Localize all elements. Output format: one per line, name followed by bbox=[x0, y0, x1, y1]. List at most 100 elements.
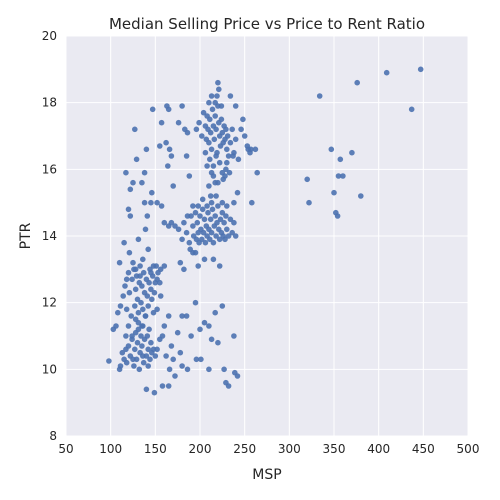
data-point bbox=[338, 157, 344, 163]
data-point bbox=[229, 127, 235, 133]
data-point bbox=[304, 177, 310, 183]
x-tick-label: 500 bbox=[457, 442, 480, 456]
data-point bbox=[233, 137, 239, 143]
data-point bbox=[213, 193, 219, 199]
data-point bbox=[163, 353, 169, 359]
data-point bbox=[214, 93, 220, 99]
x-tick-label: 200 bbox=[189, 442, 212, 456]
data-point bbox=[211, 257, 217, 263]
data-point bbox=[306, 200, 312, 206]
data-point bbox=[190, 203, 196, 209]
data-point bbox=[141, 360, 147, 366]
data-point bbox=[115, 310, 121, 316]
data-point bbox=[206, 140, 212, 146]
y-tick-label: 18 bbox=[42, 96, 57, 110]
data-point bbox=[162, 263, 168, 269]
data-point bbox=[143, 227, 149, 233]
x-tick-label: 300 bbox=[278, 442, 301, 456]
data-point bbox=[224, 160, 230, 166]
data-point bbox=[236, 157, 242, 163]
data-point bbox=[178, 260, 184, 266]
data-point bbox=[221, 220, 227, 226]
data-point bbox=[181, 267, 187, 273]
y-tick-label: 14 bbox=[42, 229, 57, 243]
data-point bbox=[231, 200, 237, 206]
data-point bbox=[136, 310, 142, 316]
data-point bbox=[131, 363, 137, 369]
x-axis-label: MSP bbox=[252, 467, 281, 483]
data-point bbox=[206, 367, 212, 373]
x-tick-labels: 50 100 150 200 250 300 350 400 450 500 bbox=[58, 442, 479, 456]
data-point bbox=[164, 103, 170, 109]
data-point bbox=[144, 147, 150, 153]
data-point bbox=[166, 313, 172, 319]
data-point bbox=[233, 103, 239, 109]
data-point bbox=[193, 300, 199, 306]
data-point bbox=[215, 80, 221, 86]
data-point bbox=[176, 120, 182, 126]
data-point bbox=[200, 197, 206, 203]
data-point bbox=[132, 127, 138, 133]
data-point bbox=[197, 327, 203, 333]
data-point bbox=[198, 357, 204, 363]
data-point bbox=[206, 183, 212, 189]
data-point bbox=[207, 117, 213, 123]
data-point bbox=[166, 383, 172, 389]
data-point bbox=[384, 70, 390, 76]
data-point bbox=[202, 217, 208, 223]
data-point bbox=[169, 153, 175, 159]
y-tick-labels: 8 10 12 14 16 18 20 bbox=[42, 29, 57, 443]
data-point bbox=[211, 240, 217, 246]
data-point bbox=[147, 357, 153, 363]
data-point bbox=[196, 120, 202, 126]
data-point bbox=[160, 333, 166, 339]
data-point bbox=[154, 200, 160, 206]
data-point bbox=[418, 67, 424, 73]
data-point bbox=[138, 300, 144, 306]
data-point bbox=[154, 277, 160, 283]
data-point bbox=[210, 107, 216, 113]
data-point bbox=[181, 220, 187, 226]
data-point bbox=[142, 170, 148, 176]
data-point bbox=[208, 130, 214, 136]
data-point bbox=[117, 260, 123, 266]
data-point bbox=[221, 367, 227, 373]
chart-title: Median Selling Price vs Price to Rent Ra… bbox=[109, 15, 425, 33]
data-point bbox=[145, 213, 151, 219]
data-point bbox=[139, 283, 145, 289]
data-point bbox=[127, 290, 133, 296]
data-point bbox=[124, 277, 130, 283]
data-point bbox=[238, 127, 244, 133]
data-point bbox=[209, 93, 215, 99]
data-point bbox=[126, 323, 132, 329]
data-point bbox=[113, 323, 119, 329]
data-point bbox=[169, 343, 175, 349]
data-point bbox=[185, 130, 191, 136]
data-point bbox=[140, 353, 146, 359]
data-point bbox=[121, 240, 127, 246]
data-point bbox=[123, 170, 129, 176]
data-point bbox=[240, 117, 246, 123]
data-point bbox=[165, 163, 171, 169]
x-tick-label: 100 bbox=[99, 442, 122, 456]
data-point bbox=[230, 153, 236, 159]
data-point bbox=[358, 193, 364, 199]
data-point bbox=[152, 290, 158, 296]
data-point bbox=[167, 367, 173, 373]
data-point bbox=[335, 213, 341, 219]
data-point bbox=[128, 313, 134, 319]
data-point bbox=[205, 210, 211, 216]
data-point bbox=[349, 150, 355, 156]
data-point bbox=[231, 220, 237, 226]
data-point bbox=[228, 93, 234, 99]
data-point bbox=[223, 213, 229, 219]
x-tick-label: 150 bbox=[144, 442, 167, 456]
data-point bbox=[249, 200, 255, 206]
data-point bbox=[126, 343, 132, 349]
data-point bbox=[193, 210, 199, 216]
data-point bbox=[217, 263, 223, 269]
data-point bbox=[354, 80, 360, 86]
data-point bbox=[154, 307, 160, 313]
data-point bbox=[149, 297, 155, 303]
data-point bbox=[145, 333, 151, 339]
